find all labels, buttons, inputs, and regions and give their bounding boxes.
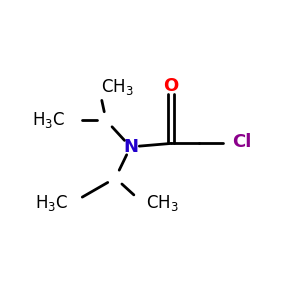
Text: CH$_3$: CH$_3$ (101, 77, 134, 97)
Text: CH$_3$: CH$_3$ (146, 194, 178, 214)
Text: N: N (123, 138, 138, 156)
Text: O: O (164, 77, 179, 95)
Text: H$_3$C: H$_3$C (32, 110, 65, 130)
Text: H$_3$C: H$_3$C (34, 194, 68, 214)
Text: Cl: Cl (232, 133, 251, 151)
